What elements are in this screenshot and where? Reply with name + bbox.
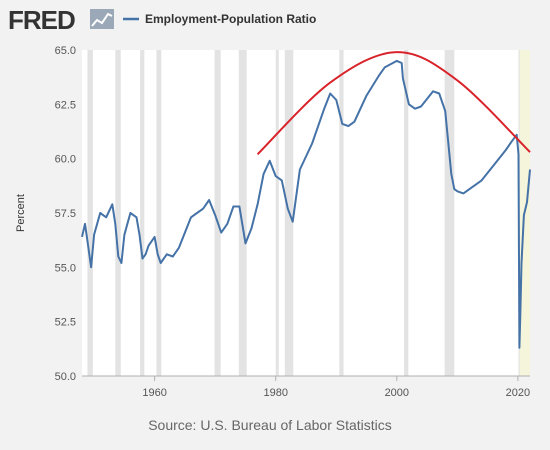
plot-area (82, 50, 530, 376)
logo-chart-icon (90, 9, 114, 29)
y-axis: 50.0 52.5 55.0 57.5 60.0 62.5 65.0 (55, 45, 76, 383)
legend: Employment-Population Ratio (123, 12, 316, 26)
y-tick-label: 55.0 (55, 262, 76, 274)
x-tick-label: 1980 (263, 387, 287, 399)
recession-band (140, 50, 145, 376)
y-tick-label: 62.5 (55, 99, 76, 111)
source-note: Source: U.S. Bureau of Labor Statistics (148, 417, 392, 433)
recession-band (214, 50, 221, 376)
x-axis: 1960 1980 2000 2020 (82, 375, 530, 399)
trend-arc-annotation (256, 51, 531, 156)
x-tick-label: 1960 (142, 387, 166, 399)
fred-logo[interactable]: FRED (8, 5, 114, 35)
legend-label: Employment-Population Ratio (145, 12, 316, 26)
recession-band (444, 50, 455, 376)
fred-logo-text: FRED (8, 5, 75, 35)
y-tick-label: 52.5 (55, 317, 76, 329)
series-line (81, 59, 531, 349)
series-layer (81, 59, 531, 349)
y-tick-label: 60.0 (55, 154, 76, 166)
x-tick-label: 2020 (506, 387, 530, 399)
x-tick-label: 2000 (385, 387, 409, 399)
recession-band (275, 50, 279, 376)
y-tick-label: 65.0 (55, 45, 76, 57)
recession-band (339, 50, 344, 376)
annotation-layer (256, 51, 531, 156)
recession-band (404, 50, 409, 376)
recession-band (156, 50, 162, 376)
y-tick-label: 50.0 (55, 371, 76, 383)
recession-band (87, 50, 93, 376)
recession-band (115, 50, 121, 376)
y-axis-label: Percent (15, 194, 27, 232)
y-tick-label: 57.5 (55, 208, 76, 220)
recession-band (238, 50, 247, 376)
